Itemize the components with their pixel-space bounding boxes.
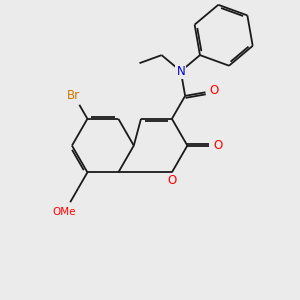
Text: Br: Br bbox=[67, 88, 80, 102]
Text: N: N bbox=[176, 65, 185, 78]
Text: OMe: OMe bbox=[53, 207, 76, 217]
Text: O: O bbox=[209, 84, 218, 97]
Text: O: O bbox=[213, 139, 222, 152]
Text: O: O bbox=[167, 174, 176, 187]
